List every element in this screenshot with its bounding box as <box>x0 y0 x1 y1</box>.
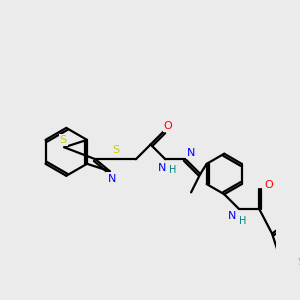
Text: N: N <box>227 211 236 221</box>
Text: N: N <box>158 163 166 172</box>
Text: N: N <box>107 174 116 184</box>
Text: S: S <box>298 256 300 267</box>
Text: O: O <box>264 180 273 190</box>
Text: O: O <box>164 121 172 131</box>
Text: H: H <box>239 216 246 226</box>
Text: S: S <box>60 135 67 145</box>
Text: S: S <box>112 145 119 155</box>
Text: N: N <box>187 148 195 158</box>
Text: H: H <box>169 165 176 175</box>
